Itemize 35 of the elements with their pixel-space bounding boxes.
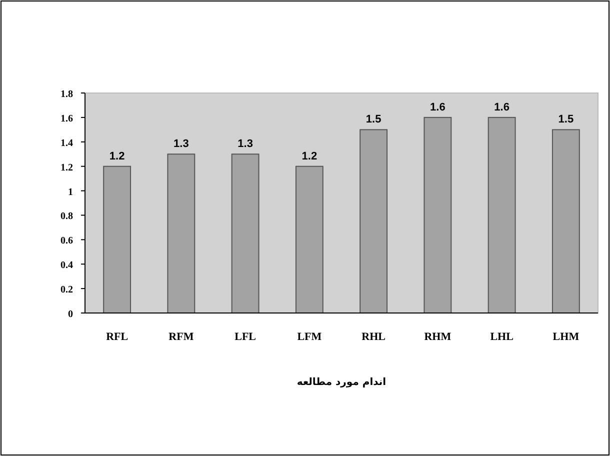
bar <box>231 154 260 314</box>
x-tick-label: RFM <box>168 331 194 343</box>
x-tick-label: LHL <box>490 331 514 343</box>
x-tick-label: RHL <box>362 331 386 343</box>
y-tick-label: 1.8 <box>60 89 73 100</box>
data-label: 1.3 <box>238 138 253 150</box>
bar <box>488 116 516 314</box>
y-tick-label: 0.8 <box>60 211 73 222</box>
data-label: 1.2 <box>302 150 318 162</box>
x-tick-label: LFL <box>234 331 256 343</box>
data-label: 1.6 <box>430 101 446 114</box>
y-tick-label: 0 <box>68 309 73 320</box>
bar <box>295 166 324 314</box>
bar <box>103 166 132 314</box>
x-tick-label: LHM <box>552 331 580 343</box>
x-axis-title: اندام مورد مطالعه <box>296 377 386 388</box>
data-label: 1.6 <box>494 101 510 114</box>
data-label: 1.3 <box>174 138 189 150</box>
data-label: 1.2 <box>109 150 125 162</box>
x-tick-label: RFL <box>106 331 128 343</box>
data-label: 1.5 <box>366 114 382 126</box>
data-label: 1.5 <box>558 114 574 126</box>
y-tick-label: 0.2 <box>60 284 73 296</box>
y-tick-label: 1.4 <box>60 138 73 149</box>
y-tick-label: 1 <box>68 186 73 198</box>
y-tick-label: 0.4 <box>60 260 73 272</box>
y-tick-label: 1.6 <box>60 113 73 124</box>
y-tick-label: 0.6 <box>60 236 73 247</box>
x-tick-label: LFM <box>297 331 322 343</box>
x-tick-label: RHM <box>424 331 452 343</box>
bar <box>552 129 580 314</box>
y-tick-label: 1.2 <box>60 162 73 174</box>
bar <box>360 129 388 314</box>
bar <box>167 154 196 314</box>
bar <box>424 116 452 314</box>
